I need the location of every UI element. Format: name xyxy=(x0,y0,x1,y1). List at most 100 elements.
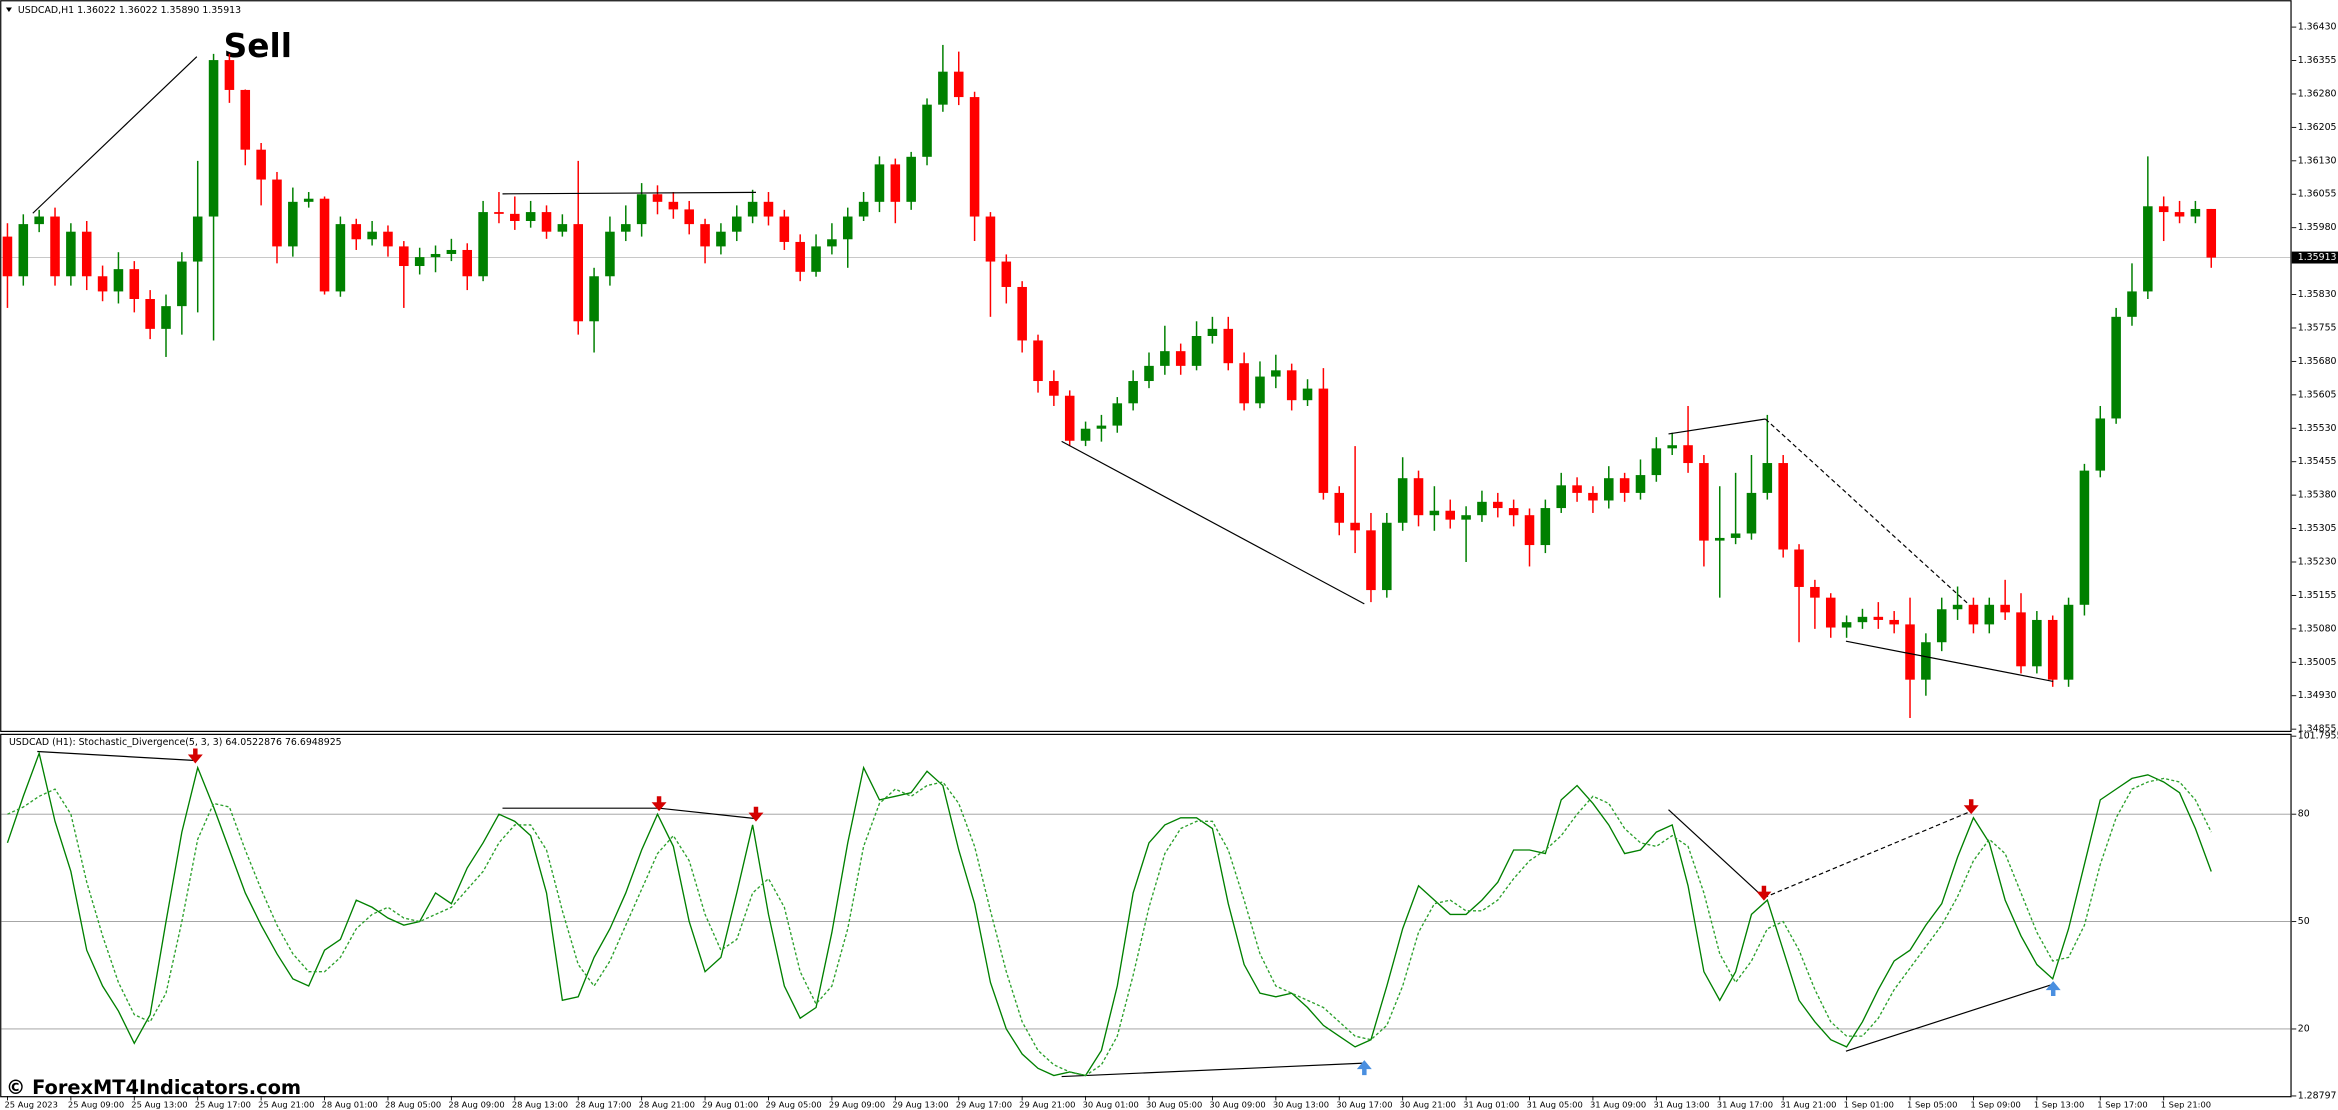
candle-body xyxy=(494,212,504,214)
current-price-box xyxy=(2291,251,2338,264)
y-tick-label: 1.36055 xyxy=(2298,189,2337,200)
x-tick-label: 30 Aug 09:00 xyxy=(1209,1099,1265,1109)
candle-body xyxy=(462,249,473,277)
candle-body xyxy=(795,241,805,272)
candle-body xyxy=(2032,619,2042,667)
candle-body xyxy=(2111,316,2121,419)
candle-body xyxy=(763,201,774,217)
candle-body xyxy=(1445,510,1456,520)
candle-body xyxy=(446,249,457,254)
y-tick-label: 80 xyxy=(2298,809,2310,820)
candle-body xyxy=(1619,478,1630,493)
candle-body xyxy=(399,246,409,267)
candle-body xyxy=(1191,336,1202,366)
x-tick-label: 1 Sep 01:00 xyxy=(1844,1099,1894,1109)
x-tick-label: 31 Aug 01:00 xyxy=(1463,1099,1519,1109)
x-tick-label: 1 Sep 13:00 xyxy=(2034,1099,2084,1109)
candle-body xyxy=(1334,492,1345,523)
candle-body xyxy=(2127,291,2137,317)
trend-line xyxy=(1765,418,1969,605)
y-tick-label: 1.35980 xyxy=(2298,222,2337,233)
candle-body xyxy=(652,194,663,202)
candle-body xyxy=(779,216,790,242)
x-tick-label: 28 Aug 13:00 xyxy=(512,1099,568,1109)
candle-body xyxy=(1683,445,1693,464)
candle-body xyxy=(1223,328,1234,364)
x-tick-label: 1 Sep 09:00 xyxy=(1970,1099,2020,1109)
candle-body xyxy=(890,164,901,202)
candle-body xyxy=(256,149,266,180)
candle-body xyxy=(335,224,346,292)
watermark: © ForexMT4Indicators.com xyxy=(6,1076,301,1099)
candle-body xyxy=(1810,586,1820,598)
x-tick-label: 29 Aug 05:00 xyxy=(765,1099,821,1109)
candle-body xyxy=(557,224,568,232)
x-tick-label: 28 Aug 21:00 xyxy=(639,1099,695,1109)
indicator-line xyxy=(1763,810,1972,899)
y-tick-label: 1.34930 xyxy=(2298,690,2337,701)
y-tick-label: 1.36205 xyxy=(2298,122,2337,133)
candle-body xyxy=(383,231,393,247)
candle-body xyxy=(1588,492,1598,501)
y-tick-label: 1.36355 xyxy=(2298,55,2337,66)
candle-body xyxy=(272,179,282,247)
x-tick-label: 31 Aug 13:00 xyxy=(1653,1099,1709,1109)
stochastic-line xyxy=(7,777,2212,1077)
candle-body xyxy=(1968,604,1979,625)
x-tick-label: 25 Aug 2023 xyxy=(4,1099,57,1109)
candle-body xyxy=(2174,212,2185,217)
candle-body xyxy=(1382,522,1392,591)
indicator-title: USDCAD (H1): Stochastic_Divergence(5, 3,… xyxy=(9,737,342,748)
x-tick-label: 1 Sep 17:00 xyxy=(2097,1099,2147,1109)
candle-body xyxy=(716,231,726,247)
candle-body xyxy=(1651,448,1662,476)
x-tick-label: 30 Aug 17:00 xyxy=(1336,1099,1392,1109)
y-tick-label: 1.36280 xyxy=(2298,88,2337,99)
indicator-line xyxy=(1061,1062,1365,1078)
candle-body xyxy=(430,253,441,258)
x-tick-label: 29 Aug 01:00 xyxy=(702,1099,758,1109)
x-tick-label: 25 Aug 21:00 xyxy=(258,1099,314,1109)
candle-body xyxy=(2000,604,2010,613)
candle-body xyxy=(953,71,964,98)
candle-body xyxy=(1873,616,1884,620)
sell-arrow xyxy=(651,796,667,812)
candle-body xyxy=(1889,619,1899,625)
divergence-lines xyxy=(32,56,2054,1078)
x-tick-label: 29 Aug 13:00 xyxy=(892,1099,948,1109)
candle-body xyxy=(811,246,821,272)
x-tick-label: 25 Aug 09:00 xyxy=(68,1099,124,1109)
candle-body xyxy=(1413,478,1424,516)
y-tick-label: 1.35230 xyxy=(2298,556,2337,567)
candle-body xyxy=(2047,619,2058,680)
candle-body xyxy=(874,164,885,202)
x-tick-label: 30 Aug 21:00 xyxy=(1400,1099,1456,1109)
sell-arrow xyxy=(1963,799,1979,815)
candle-body xyxy=(1714,537,1725,541)
trend-line xyxy=(1845,640,2054,683)
candle-body xyxy=(842,216,853,240)
candle-body xyxy=(827,239,837,247)
candle-body xyxy=(2063,604,2074,680)
x-tick-label: 28 Aug 17:00 xyxy=(575,1099,631,1109)
candle-body xyxy=(1984,604,1995,625)
x-tick-label: 31 Aug 17:00 xyxy=(1717,1099,1773,1109)
candle-body xyxy=(2095,418,2106,471)
x-tick-label: 28 Aug 05:00 xyxy=(385,1099,441,1109)
y-tick-label: 50 xyxy=(2298,916,2310,927)
candle-body xyxy=(177,261,187,307)
candle-body xyxy=(1207,328,1218,337)
price-panel-frame xyxy=(0,0,2292,732)
candle-body xyxy=(1239,363,1249,404)
candle-body xyxy=(34,216,44,225)
candle-body xyxy=(1905,624,1915,680)
trend-line xyxy=(1668,418,1766,435)
candle-body xyxy=(636,194,647,225)
candle-body xyxy=(2206,208,2217,258)
indicator-line xyxy=(37,750,196,762)
x-tick-label: 1 Sep 21:00 xyxy=(2161,1099,2211,1109)
candle-body xyxy=(541,212,552,232)
candle-body xyxy=(1635,475,1646,493)
y-tick-label: 1.35830 xyxy=(2298,289,2337,300)
x-tick-label: 31 Aug 21:00 xyxy=(1780,1099,1836,1109)
